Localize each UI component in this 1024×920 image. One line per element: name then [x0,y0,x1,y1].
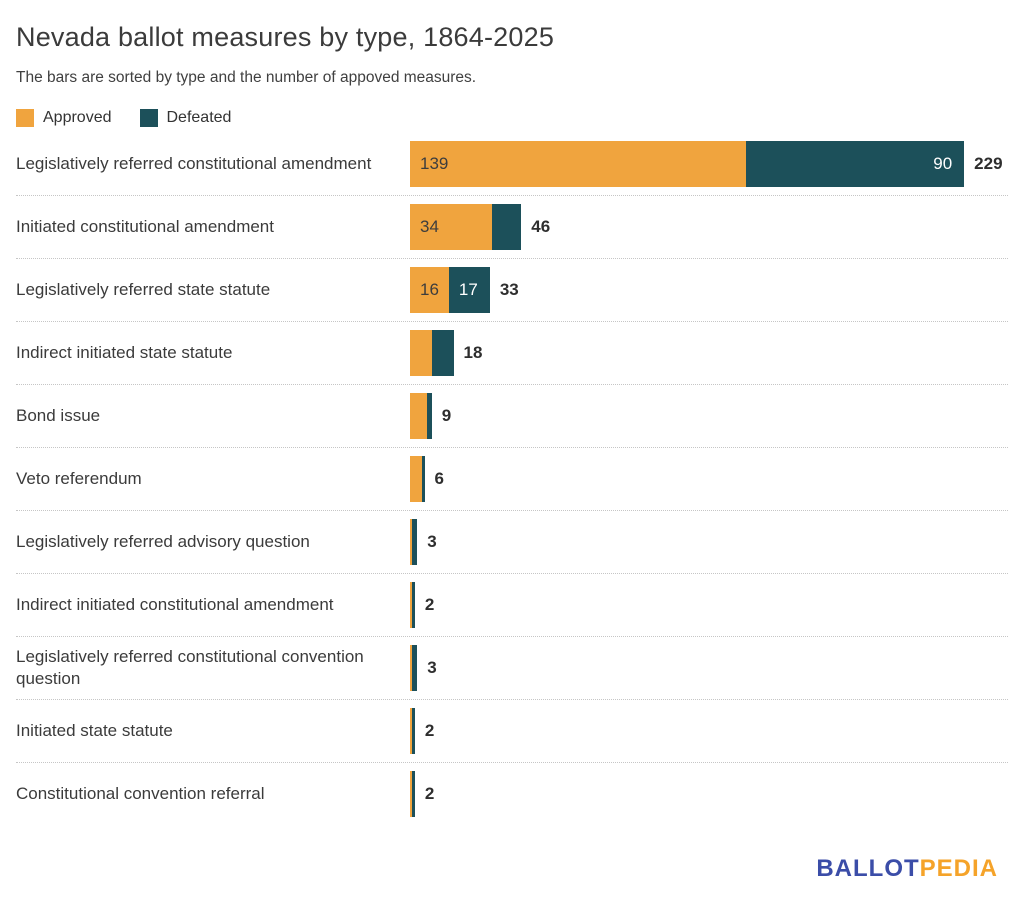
chart-row: Bond issue 9 [16,385,1008,448]
total-value-label: 6 [434,469,444,488]
logo-ballot-text: BALLOT [816,855,920,882]
total-value-label: 46 [531,217,551,236]
approved-value-label: 16 [420,280,439,299]
category-label: Legislatively referred advisory question [16,531,310,551]
chart-row: Initiated state statute 2 [16,700,1008,763]
category-label: Initiated state statute [16,720,173,740]
bar-area: 18 [410,330,1008,376]
ballotpedia-logo: BALLOTPEDIA [816,855,998,883]
defeated-value-label: 90 [933,154,953,173]
chart-row: Indirect initiated constitutional amendm… [16,574,1008,637]
category-label: Constitutional convention referral [16,783,265,803]
approved-bar-segment [410,330,432,376]
footer: BALLOTPEDIA [16,825,1008,883]
total-value-label: 33 [499,280,519,299]
chart-row: Constitutional convention referral 2 [16,763,1008,825]
defeated-swatch-icon [139,109,158,127]
approved-value-label: 139 [420,154,449,173]
chart-row: Legislatively referred constitutional co… [16,637,1008,700]
defeated-bar-segment: 17 [448,267,490,313]
defeated-bar-segment [431,330,454,376]
total-value-label: 2 [424,784,435,803]
bar-chart: Legislatively referred constitutional am… [16,133,1008,825]
category-label: Legislatively referred constitutional am… [16,153,372,173]
approved-value-label: 34 [420,217,439,236]
bar-area: 2 [410,771,1008,817]
chart-row: Legislatively referred advisory question… [16,511,1008,574]
category-label: Initiated constitutional amendment [16,216,274,236]
approved-bar-segment [410,582,413,628]
bar-area: 2 [410,582,1008,628]
defeated-bar-segment [422,456,425,502]
defeated-bar-segment [412,645,418,691]
category-label: Legislatively referred constitutional co… [16,646,364,688]
bar-area: 3 [410,645,1008,691]
bar-area: 2 [410,708,1008,754]
total-value-label: 18 [463,343,483,362]
category-label: Bond issue [16,405,101,425]
chart-row: Initiated constitutional amendment 34 46 [16,196,1008,259]
bar-area: 16 17 33 [410,267,1008,313]
bar-area: 34 46 [410,204,1008,250]
bar-area: 139 90 229 [410,141,1008,187]
chart-row: Indirect initiated state statute 18 [16,322,1008,385]
total-value-label: 9 [441,406,452,425]
legend-label-defeated: Defeated [166,109,232,126]
chart-subtitle: The bars are sorted by type and the numb… [16,69,477,86]
chart-title: Nevada ballot measures by type, 1864-202… [16,22,555,52]
approved-bar-segment [410,393,427,439]
approved-bar-segment [410,708,413,754]
total-value-label: 3 [427,532,437,551]
defeated-bar-segment [412,582,415,628]
approved-bar-segment [410,645,413,691]
total-value-label: 2 [424,595,435,614]
total-value-label: 229 [974,154,1003,173]
bar-area: 9 [410,393,1008,439]
approved-bar-segment: 139 [410,141,747,187]
approved-bar-segment: 34 [410,204,493,250]
chart-row: Legislatively referred state statute 16 17… [16,259,1008,322]
legend-item-approved: Approved [16,109,112,127]
defeated-bar-segment [426,393,432,439]
defeated-bar-segment [412,519,418,565]
total-value-label: 3 [427,658,437,677]
approved-swatch-icon [16,109,34,127]
category-label: Indirect initiated state statute [16,342,233,362]
defeated-bar-segment [412,708,415,754]
chart-row: Veto referendum 6 [16,448,1008,511]
approved-bar-segment [410,456,423,502]
category-label: Indirect initiated constitutional amendm… [16,594,334,614]
approved-bar-segment [410,771,413,817]
defeated-bar-segment: 90 [746,141,965,187]
legend: Approved Defeated [16,109,1008,127]
legend-label-approved: Approved [43,109,112,126]
defeated-bar-segment [412,771,415,817]
bar-area: 6 [410,456,1008,502]
total-value-label: 2 [424,721,435,740]
approved-bar-segment: 16 [410,267,449,313]
defeated-value-label: 17 [458,280,478,299]
category-label: Legislatively referred state statute [16,279,271,299]
chart-row: Legislatively referred constitutional am… [16,133,1008,196]
logo-pedia-text: PEDIA [919,855,998,882]
chart-container: Nevada ballot measures by type, 1864-202… [16,22,1008,883]
category-label: Veto referendum [16,468,142,488]
legend-item-defeated: Defeated [139,109,232,127]
defeated-bar-segment [492,204,522,250]
bar-area: 3 [410,519,1008,565]
approved-bar-segment [410,519,413,565]
